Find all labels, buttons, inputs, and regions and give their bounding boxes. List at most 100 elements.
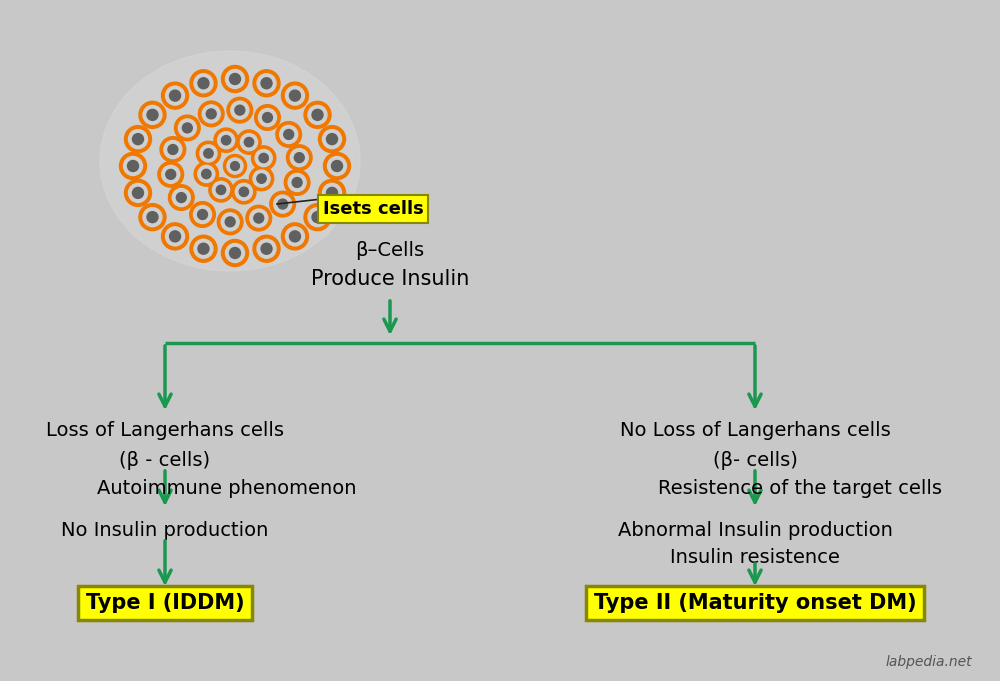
Circle shape	[253, 170, 270, 187]
Circle shape	[139, 101, 166, 128]
Circle shape	[327, 133, 338, 144]
Circle shape	[230, 247, 240, 259]
Circle shape	[196, 141, 221, 165]
Circle shape	[237, 130, 261, 155]
Circle shape	[281, 223, 308, 250]
Circle shape	[332, 161, 342, 172]
Circle shape	[224, 155, 246, 178]
Circle shape	[162, 165, 180, 183]
Circle shape	[204, 148, 213, 158]
Circle shape	[261, 243, 272, 254]
Circle shape	[246, 205, 272, 231]
Circle shape	[132, 187, 143, 198]
Circle shape	[259, 153, 268, 163]
Circle shape	[172, 189, 190, 206]
Circle shape	[175, 115, 200, 141]
Circle shape	[218, 131, 235, 148]
Circle shape	[285, 86, 304, 105]
Circle shape	[270, 191, 295, 217]
Text: No Loss of Langerhans cells: No Loss of Langerhans cells	[620, 421, 890, 440]
Circle shape	[257, 239, 276, 258]
Ellipse shape	[100, 51, 360, 271]
Circle shape	[284, 129, 294, 140]
Circle shape	[198, 165, 215, 183]
Circle shape	[230, 74, 240, 84]
Circle shape	[323, 183, 342, 202]
Circle shape	[190, 202, 215, 227]
Circle shape	[285, 227, 304, 246]
Circle shape	[284, 170, 310, 195]
Circle shape	[235, 105, 245, 115]
Circle shape	[278, 199, 288, 209]
Circle shape	[324, 153, 351, 180]
Circle shape	[194, 162, 218, 186]
Circle shape	[312, 212, 323, 223]
Text: labpedia.net: labpedia.net	[885, 655, 972, 669]
Circle shape	[124, 157, 143, 176]
Circle shape	[327, 187, 338, 198]
Circle shape	[216, 185, 226, 195]
Circle shape	[143, 106, 162, 125]
Text: (β- cells): (β- cells)	[713, 451, 797, 470]
Circle shape	[319, 179, 346, 206]
Text: (β - cells): (β - cells)	[119, 451, 211, 470]
Text: Insulin resistence: Insulin resistence	[670, 548, 840, 567]
Circle shape	[304, 101, 331, 128]
Circle shape	[255, 149, 272, 167]
Circle shape	[212, 181, 230, 198]
Text: Type II (Maturity onset DM): Type II (Maturity onset DM)	[594, 593, 916, 613]
Circle shape	[160, 137, 186, 162]
Circle shape	[261, 78, 272, 89]
Circle shape	[255, 105, 280, 130]
Text: Type I (IDDM): Type I (IDDM)	[86, 593, 244, 613]
Circle shape	[162, 223, 189, 250]
Circle shape	[235, 183, 252, 200]
Text: Autoimmune phenomenon: Autoimmune phenomenon	[97, 479, 357, 498]
Circle shape	[253, 69, 280, 97]
Circle shape	[308, 106, 327, 125]
Circle shape	[227, 97, 253, 123]
Circle shape	[166, 227, 185, 246]
Text: Loss of Langerhans cells: Loss of Langerhans cells	[46, 421, 284, 440]
Circle shape	[292, 178, 302, 187]
Circle shape	[222, 65, 248, 93]
Circle shape	[252, 146, 276, 170]
Circle shape	[198, 78, 209, 89]
Circle shape	[166, 170, 176, 179]
Circle shape	[200, 145, 217, 162]
Circle shape	[168, 144, 178, 155]
Circle shape	[328, 157, 347, 176]
Circle shape	[225, 217, 235, 227]
Circle shape	[280, 125, 298, 144]
Circle shape	[193, 206, 212, 223]
Circle shape	[170, 90, 181, 101]
Circle shape	[294, 153, 304, 163]
Text: Abnormal Insulin production: Abnormal Insulin production	[618, 521, 892, 540]
Circle shape	[289, 90, 300, 101]
Circle shape	[221, 213, 239, 231]
Circle shape	[194, 239, 213, 258]
Circle shape	[257, 74, 276, 93]
Circle shape	[190, 69, 217, 97]
Circle shape	[209, 178, 233, 202]
Circle shape	[164, 140, 182, 159]
Circle shape	[290, 148, 308, 167]
Circle shape	[239, 187, 249, 197]
Circle shape	[124, 179, 151, 206]
Circle shape	[168, 185, 194, 210]
Circle shape	[217, 209, 243, 235]
Circle shape	[281, 82, 308, 109]
Circle shape	[308, 208, 327, 227]
Circle shape	[226, 244, 244, 262]
Circle shape	[206, 109, 216, 118]
Circle shape	[312, 110, 323, 121]
Circle shape	[263, 112, 272, 123]
Circle shape	[274, 195, 292, 213]
Circle shape	[147, 212, 158, 223]
Circle shape	[182, 123, 192, 133]
Circle shape	[178, 119, 196, 137]
Circle shape	[240, 133, 258, 151]
Circle shape	[221, 136, 231, 145]
Circle shape	[176, 193, 186, 202]
Circle shape	[170, 231, 181, 242]
